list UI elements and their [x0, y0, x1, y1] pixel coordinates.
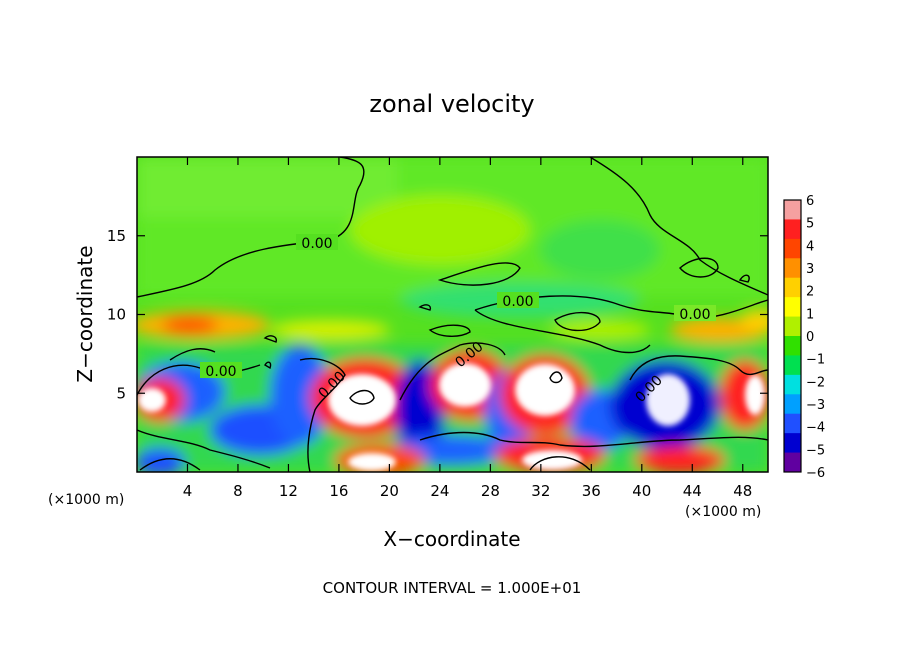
- colorbar-swatch: [784, 413, 801, 434]
- colorbar-tick-label: 0: [806, 330, 814, 345]
- x-tick-label: 12: [279, 482, 298, 500]
- y-axis-label: Z−coordinate: [73, 245, 97, 382]
- colorbar-swatch: [784, 297, 801, 318]
- colorbar-swatch: [784, 238, 801, 259]
- heatmap-field: 0.00 0.00 0.00 0.00 0.00 0.00 0.00: [137, 157, 768, 472]
- x-tick-label: 20: [380, 482, 399, 500]
- x-tick-label: 36: [582, 482, 601, 500]
- x-unit-right: (×1000 m): [685, 504, 761, 520]
- colorbar-tick-label: −2: [806, 375, 825, 390]
- colorbar-tick-label: 5: [806, 217, 814, 232]
- x-tick-label: 4: [183, 482, 193, 500]
- colorbar-swatch: [784, 394, 801, 415]
- x-tick-label: 32: [531, 482, 550, 500]
- colorbar-swatch: [784, 355, 801, 376]
- colorbar-tick-label: −5: [806, 443, 825, 458]
- colorbar-swatch: [784, 452, 801, 473]
- colorbar-tick-label: 4: [806, 239, 814, 254]
- x-tick-label: 8: [233, 482, 243, 500]
- colorbar-tick-label: 6: [806, 194, 814, 209]
- colorbar-swatch: [784, 200, 801, 220]
- colorbar-tick-label: −1: [806, 353, 825, 368]
- colorbar-tick-label: −3: [806, 398, 825, 413]
- colorbar-swatch: [784, 336, 801, 356]
- y-tick-label: 10: [107, 306, 126, 324]
- colorbar-tick-label: 3: [806, 262, 814, 277]
- colorbar-tick-label: −6: [806, 466, 825, 481]
- x-axis: 4 8 12 16 20 24 28 32 36 40 44 48: [183, 157, 752, 500]
- contour-interval-footer: CONTOUR INTERVAL = 1.000E+01: [323, 579, 582, 597]
- x-tick-label: 44: [683, 482, 702, 500]
- colorbar-tick-label: 1: [806, 307, 814, 322]
- y-tick-label: 5: [116, 384, 126, 402]
- colorbar-swatch: [784, 258, 801, 279]
- x-tick-label: 40: [632, 482, 651, 500]
- contour-label: 0.00: [502, 294, 533, 310]
- colorbar-swatch: [784, 374, 801, 395]
- colorbar-tick-label: 2: [806, 285, 814, 300]
- colorbar-frame: [783, 199, 802, 473]
- colorbar-swatch: [784, 433, 801, 454]
- colorbar-tick-label: −4: [806, 421, 825, 436]
- x-unit-left: (×1000 m): [48, 492, 124, 508]
- x-tick-label: 24: [430, 482, 449, 500]
- y-tick-label: 15: [107, 227, 126, 245]
- contour-label: 0.00: [679, 307, 710, 323]
- x-axis-label: X−coordinate: [383, 527, 520, 551]
- contour-label: 0.00: [205, 364, 236, 380]
- y-axis: 5 10 15: [107, 227, 768, 402]
- colorbar-swatch: [784, 277, 801, 298]
- colorbar: 6 5 4 3 2 1 0 −1 −2 −3 −4 −5 −6: [783, 194, 825, 481]
- x-tick-label: 16: [329, 482, 348, 500]
- chart-title: zonal velocity: [369, 90, 534, 118]
- contour-label: 0.00: [301, 236, 332, 252]
- x-tick-label: 48: [733, 482, 752, 500]
- colorbar-swatch: [784, 316, 801, 337]
- colorbar-swatch: [784, 219, 801, 240]
- contour-lines: [137, 157, 768, 472]
- x-tick-label: 28: [481, 482, 500, 500]
